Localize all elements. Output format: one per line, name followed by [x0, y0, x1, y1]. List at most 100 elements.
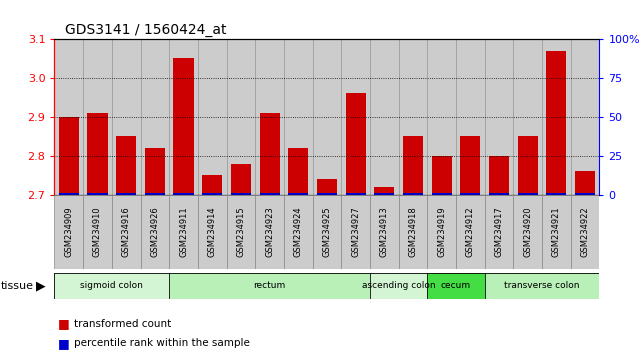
Bar: [374, 187, 394, 195]
Text: GSM234913: GSM234913: [379, 206, 388, 257]
Bar: [399, 39, 428, 195]
Bar: [370, 273, 428, 299]
Bar: [513, 195, 542, 269]
Bar: [169, 39, 198, 195]
Text: tissue: tissue: [1, 281, 33, 291]
Bar: [116, 193, 137, 195]
Bar: [575, 171, 595, 195]
Text: GSM234921: GSM234921: [552, 206, 561, 257]
Bar: [575, 193, 595, 195]
Text: ascending colon: ascending colon: [362, 281, 435, 290]
Bar: [317, 179, 337, 195]
Text: GSM234919: GSM234919: [437, 206, 446, 257]
Text: rectum: rectum: [253, 281, 286, 290]
Bar: [542, 195, 570, 269]
Bar: [485, 273, 599, 299]
Bar: [518, 193, 538, 195]
Bar: [428, 195, 456, 269]
Bar: [456, 39, 485, 195]
Bar: [59, 193, 79, 195]
Text: GSM234924: GSM234924: [294, 206, 303, 257]
Bar: [169, 273, 370, 299]
Bar: [202, 175, 222, 195]
Bar: [341, 195, 370, 269]
Text: GSM234922: GSM234922: [581, 206, 590, 257]
Bar: [284, 39, 313, 195]
Bar: [54, 273, 169, 299]
Text: transformed count: transformed count: [74, 319, 171, 329]
Bar: [140, 195, 169, 269]
Text: GDS3141 / 1560424_at: GDS3141 / 1560424_at: [65, 23, 227, 36]
Bar: [313, 39, 341, 195]
Bar: [231, 193, 251, 195]
Text: cecum: cecum: [441, 281, 471, 290]
Bar: [202, 193, 222, 195]
Bar: [513, 39, 542, 195]
Bar: [198, 39, 226, 195]
Bar: [489, 193, 509, 195]
Bar: [570, 195, 599, 269]
Bar: [174, 193, 194, 195]
Bar: [431, 193, 452, 195]
Text: GSM234909: GSM234909: [64, 206, 73, 257]
Bar: [54, 195, 83, 269]
Bar: [83, 195, 112, 269]
Text: GSM234911: GSM234911: [179, 206, 188, 257]
Bar: [518, 136, 538, 195]
Text: GSM234925: GSM234925: [322, 206, 331, 257]
Bar: [403, 193, 423, 195]
Bar: [255, 195, 284, 269]
Bar: [284, 195, 313, 269]
Bar: [317, 193, 337, 195]
Bar: [345, 193, 365, 195]
Bar: [174, 58, 194, 195]
Bar: [54, 39, 83, 195]
Text: GSM234927: GSM234927: [351, 206, 360, 257]
Bar: [403, 136, 423, 195]
Bar: [116, 136, 137, 195]
Bar: [226, 195, 255, 269]
Text: transverse colon: transverse colon: [504, 281, 579, 290]
Text: GSM234910: GSM234910: [93, 206, 102, 257]
Text: GSM234915: GSM234915: [237, 206, 246, 257]
Bar: [370, 39, 399, 195]
Bar: [345, 93, 365, 195]
Bar: [485, 195, 513, 269]
Bar: [428, 39, 456, 195]
Bar: [255, 39, 284, 195]
Bar: [399, 195, 428, 269]
Bar: [460, 136, 480, 195]
Bar: [546, 193, 567, 195]
Text: GSM234918: GSM234918: [408, 206, 417, 257]
Bar: [428, 273, 485, 299]
Text: GSM234920: GSM234920: [523, 206, 532, 257]
Bar: [546, 51, 567, 195]
Bar: [145, 148, 165, 195]
Text: GSM234912: GSM234912: [466, 206, 475, 257]
Bar: [112, 39, 140, 195]
Bar: [87, 113, 108, 195]
Bar: [112, 195, 140, 269]
Text: ■: ■: [58, 318, 69, 330]
Bar: [341, 39, 370, 195]
Bar: [83, 39, 112, 195]
Bar: [456, 195, 485, 269]
Bar: [145, 193, 165, 195]
Bar: [140, 39, 169, 195]
Bar: [226, 39, 255, 195]
Text: percentile rank within the sample: percentile rank within the sample: [74, 338, 249, 348]
Bar: [570, 39, 599, 195]
Bar: [59, 117, 79, 195]
Bar: [489, 156, 509, 195]
Text: GSM234916: GSM234916: [122, 206, 131, 257]
Text: ▶: ▶: [36, 279, 46, 292]
Bar: [288, 148, 308, 195]
Bar: [87, 193, 108, 195]
Bar: [460, 193, 480, 195]
Text: ■: ■: [58, 337, 69, 350]
Bar: [485, 39, 513, 195]
Text: GSM234923: GSM234923: [265, 206, 274, 257]
Text: sigmoid colon: sigmoid colon: [80, 281, 144, 290]
Text: GSM234926: GSM234926: [151, 206, 160, 257]
Bar: [260, 113, 279, 195]
